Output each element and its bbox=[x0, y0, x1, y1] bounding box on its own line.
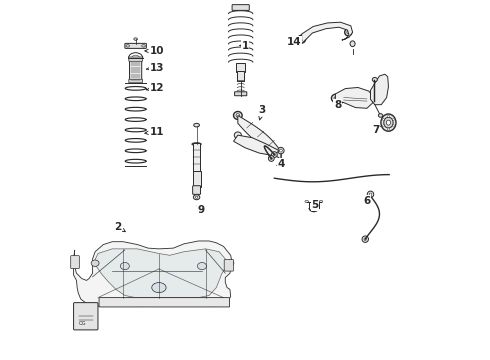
FancyBboxPatch shape bbox=[236, 63, 245, 72]
Text: 10: 10 bbox=[145, 46, 164, 56]
Ellipse shape bbox=[269, 156, 274, 161]
Ellipse shape bbox=[386, 120, 391, 125]
Ellipse shape bbox=[273, 153, 275, 156]
Ellipse shape bbox=[344, 29, 352, 36]
Ellipse shape bbox=[369, 193, 372, 195]
Ellipse shape bbox=[331, 94, 339, 102]
Ellipse shape bbox=[152, 283, 166, 293]
Ellipse shape bbox=[334, 97, 337, 100]
FancyBboxPatch shape bbox=[129, 58, 142, 82]
Ellipse shape bbox=[91, 260, 99, 266]
Ellipse shape bbox=[197, 262, 206, 270]
FancyBboxPatch shape bbox=[194, 143, 200, 172]
Ellipse shape bbox=[298, 35, 306, 43]
Ellipse shape bbox=[126, 45, 129, 47]
Ellipse shape bbox=[192, 143, 201, 145]
Ellipse shape bbox=[234, 132, 242, 138]
Ellipse shape bbox=[271, 152, 277, 157]
Polygon shape bbox=[335, 87, 374, 108]
FancyBboxPatch shape bbox=[193, 186, 200, 194]
FancyBboxPatch shape bbox=[71, 256, 79, 269]
Text: 12: 12 bbox=[147, 83, 164, 93]
Polygon shape bbox=[74, 241, 232, 306]
Ellipse shape bbox=[362, 236, 368, 242]
Text: 6: 6 bbox=[363, 196, 370, 206]
Ellipse shape bbox=[194, 123, 199, 127]
Text: 9: 9 bbox=[197, 205, 205, 216]
Polygon shape bbox=[302, 22, 353, 44]
Ellipse shape bbox=[226, 260, 234, 266]
FancyBboxPatch shape bbox=[99, 298, 230, 307]
Ellipse shape bbox=[121, 262, 129, 270]
Ellipse shape bbox=[383, 125, 384, 127]
Ellipse shape bbox=[134, 38, 137, 40]
Ellipse shape bbox=[347, 31, 350, 34]
FancyBboxPatch shape bbox=[129, 57, 143, 61]
Ellipse shape bbox=[388, 115, 390, 117]
FancyBboxPatch shape bbox=[235, 92, 247, 96]
Ellipse shape bbox=[364, 238, 367, 240]
Text: OG: OG bbox=[79, 321, 86, 326]
Text: 8: 8 bbox=[334, 100, 343, 110]
Ellipse shape bbox=[372, 77, 377, 82]
Ellipse shape bbox=[384, 117, 393, 128]
Ellipse shape bbox=[278, 147, 284, 154]
FancyBboxPatch shape bbox=[74, 303, 98, 330]
Ellipse shape bbox=[305, 201, 309, 203]
FancyBboxPatch shape bbox=[224, 260, 234, 271]
Ellipse shape bbox=[388, 128, 390, 130]
Text: 13: 13 bbox=[147, 63, 164, 73]
Text: 7: 7 bbox=[372, 125, 380, 135]
Polygon shape bbox=[370, 74, 389, 105]
Text: 14: 14 bbox=[287, 37, 302, 47]
Ellipse shape bbox=[378, 114, 383, 117]
FancyBboxPatch shape bbox=[193, 171, 200, 187]
Ellipse shape bbox=[270, 157, 272, 159]
Ellipse shape bbox=[350, 41, 355, 46]
Ellipse shape bbox=[319, 201, 323, 203]
Text: 4: 4 bbox=[277, 159, 285, 169]
Ellipse shape bbox=[234, 112, 242, 120]
Ellipse shape bbox=[236, 114, 240, 117]
Ellipse shape bbox=[194, 195, 200, 200]
Ellipse shape bbox=[142, 45, 146, 47]
Polygon shape bbox=[238, 116, 281, 159]
Ellipse shape bbox=[381, 114, 396, 131]
Ellipse shape bbox=[383, 118, 384, 121]
Polygon shape bbox=[95, 249, 225, 298]
FancyBboxPatch shape bbox=[129, 79, 143, 83]
Text: 5: 5 bbox=[311, 200, 318, 210]
Ellipse shape bbox=[392, 118, 394, 121]
Ellipse shape bbox=[300, 37, 303, 41]
FancyBboxPatch shape bbox=[125, 43, 147, 48]
Ellipse shape bbox=[279, 149, 282, 152]
Ellipse shape bbox=[392, 125, 394, 127]
Text: 2: 2 bbox=[114, 222, 125, 232]
Text: 11: 11 bbox=[145, 127, 164, 136]
FancyBboxPatch shape bbox=[237, 71, 245, 81]
Text: 1: 1 bbox=[240, 41, 248, 50]
Ellipse shape bbox=[368, 191, 374, 198]
Ellipse shape bbox=[196, 196, 198, 198]
Text: 3: 3 bbox=[259, 105, 266, 120]
FancyBboxPatch shape bbox=[232, 5, 249, 10]
Polygon shape bbox=[234, 135, 279, 156]
